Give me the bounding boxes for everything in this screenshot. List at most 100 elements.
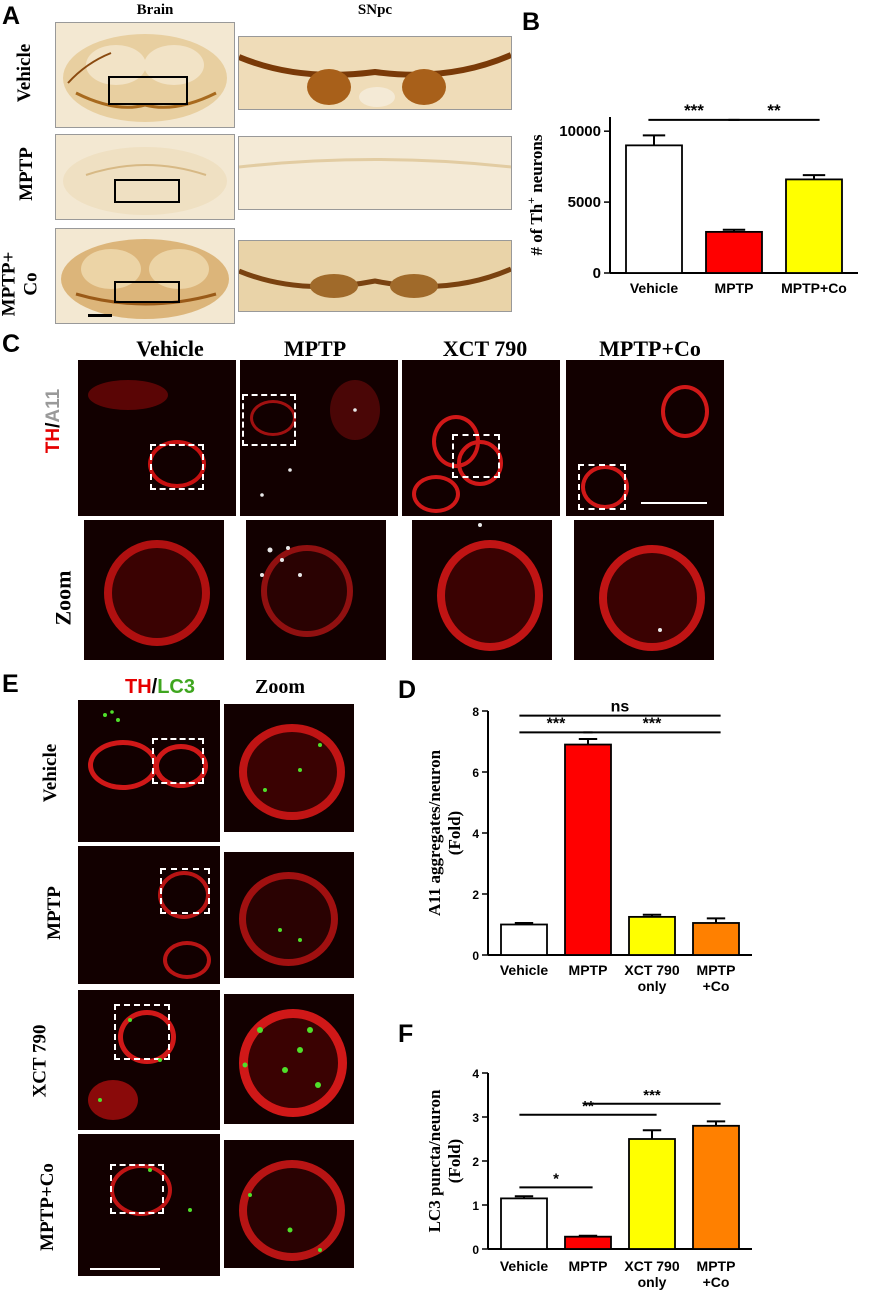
e-vehicle-image (78, 700, 220, 842)
snpc-texture (239, 52, 511, 107)
y-tick-label: 5000 (568, 194, 601, 211)
panel-label-f: F (398, 1020, 414, 1048)
brain-section-mptp (55, 134, 235, 220)
e-mptp-co-zoom (224, 1140, 354, 1268)
y-axis-label: A11 aggregates/neuron (425, 749, 444, 916)
significance-label: * (553, 1170, 559, 1187)
y-tick-label: 4 (472, 827, 479, 841)
x-tick-label: MPTP+Co (781, 280, 847, 296)
y-tick-label: 0 (593, 265, 601, 282)
x-tick-label: +Co (703, 978, 730, 994)
x-tick-label: XCT 790 (624, 1258, 679, 1274)
bar (564, 1235, 612, 1250)
zoom-box (110, 1164, 164, 1214)
bar (564, 743, 612, 956)
x-tick-label: +Co (703, 1274, 730, 1290)
chart-f: 0 1 2 3 4 LC3 puncta/neuron (Fold) Vehicle MPTP X… (425, 1067, 752, 1290)
bar (625, 144, 683, 274)
c-mptp-co-image (566, 360, 724, 516)
brain-section-vehicle (55, 22, 235, 128)
snpc-texture (239, 266, 511, 298)
snpc-texture (239, 158, 511, 169)
y-tick-label: 6 (472, 766, 479, 780)
cell (437, 540, 543, 651)
zoom-box (114, 1004, 170, 1060)
c-header-mptp-co: MPTP+Co (599, 336, 701, 361)
significance-label: ** (582, 1098, 594, 1115)
zoom-box (242, 394, 296, 446)
zoom-box (160, 868, 210, 914)
scale-bar (641, 502, 707, 504)
c-mptp-co-zoom (574, 520, 714, 660)
zoom-box (150, 444, 204, 490)
x-tick-label: MPTP (697, 962, 736, 978)
brain-section-mptp-co (55, 228, 235, 324)
brain-section-shape (63, 147, 227, 215)
x-tick-label: Vehicle (630, 280, 678, 296)
x-tick-label: MPTP (569, 1258, 608, 1274)
panel-label-c: C (2, 330, 21, 358)
x-tick-label: MPTP (715, 280, 754, 296)
e-vehicle-zoom (224, 704, 354, 832)
y-tick-label: 2 (472, 888, 479, 902)
panel-label-e: E (2, 670, 19, 698)
significance-label: ns (611, 699, 630, 716)
e-mptp-co-image (78, 1134, 220, 1276)
x-tick-label: MPTP (697, 1258, 736, 1274)
y-tick-label: 8 (472, 705, 479, 719)
e-stain-label: TH/LC3 (124, 676, 196, 698)
significance-label: *** (684, 101, 704, 120)
e-mptp-zoom (224, 852, 354, 978)
brain-section-shape (61, 239, 229, 319)
x-tick-label: Vehicle (500, 962, 548, 978)
y-tick-label: 0 (472, 949, 479, 963)
chart-b: 0 5000 10000 # of Th+ neurons Vehicle MPTP MPT… (524, 101, 858, 296)
y-axis-label: (Fold) (445, 1139, 464, 1183)
significance-label: *** (547, 715, 566, 732)
snpc-mptp-co (238, 240, 512, 312)
cell (457, 440, 503, 486)
scale-bar (90, 1268, 160, 1270)
x-tick-label: XCT 790 (624, 962, 679, 978)
y-tick-label: 3 (472, 1111, 479, 1125)
c-mptp-zoom (246, 520, 386, 660)
c-header-vehicle: Vehicle (136, 336, 204, 361)
snpc-mptp (238, 136, 512, 210)
x-tick-label: Vehicle (500, 1258, 548, 1274)
y-axis-label: # of Th+ neurons (524, 134, 546, 255)
cell (88, 1080, 138, 1120)
e-zoom-header: Zoom (255, 676, 305, 698)
bar (785, 178, 843, 274)
cell (154, 744, 208, 788)
cell (239, 872, 338, 966)
cell (239, 724, 345, 820)
cell (88, 380, 168, 410)
scale-bar (88, 314, 112, 317)
y-tick-label: 2 (472, 1155, 479, 1169)
y-axis-label: LC3 puncta/neuron (425, 1089, 444, 1232)
c-vehicle-zoom (84, 520, 224, 660)
c-header-mptp: MPTP (283, 336, 347, 361)
significance-label: *** (643, 715, 662, 732)
region-box (114, 179, 180, 203)
panel-label-d: D (398, 676, 417, 704)
cell (261, 545, 353, 637)
cell (239, 1160, 345, 1261)
cell (104, 540, 210, 646)
bar (705, 230, 763, 274)
cell (581, 465, 629, 509)
bar (692, 922, 740, 956)
c-header-xct: XCT 790 (442, 336, 528, 361)
col-header-brain: Brain (136, 2, 174, 18)
c-vehicle-image (78, 360, 236, 516)
chart-d: 0 2 4 6 8 A11 aggregates/neuron (Fold) Vehicle M… (425, 699, 752, 994)
y-tick-label: 0 (472, 1243, 479, 1257)
cell (163, 941, 211, 979)
c-xct-image (402, 360, 560, 516)
y-tick-label: 4 (472, 1067, 479, 1081)
bar (628, 1138, 676, 1250)
x-tick-label: only (638, 978, 667, 994)
x-tick-label: MPTP (569, 962, 608, 978)
zoom-box (152, 738, 204, 784)
